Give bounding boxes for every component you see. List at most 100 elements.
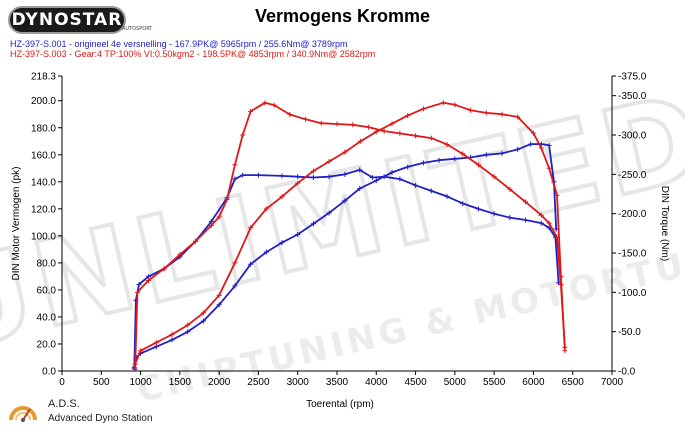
- series-3-point: [232, 260, 238, 266]
- series-3-point: [554, 192, 560, 198]
- series-4-point: [161, 266, 167, 272]
- y2-tick-label: -375.0: [618, 72, 647, 83]
- series-1-point: [248, 261, 254, 267]
- series-3-point: [530, 130, 536, 136]
- series-1-point: [546, 142, 552, 148]
- series-4-point: [224, 197, 230, 203]
- series-4-point: [177, 252, 183, 258]
- series-4-point: [132, 366, 138, 372]
- y2-tick-label: -0.0: [618, 367, 636, 378]
- series-3-point: [538, 145, 544, 151]
- ads-logo-icon: [9, 406, 37, 422]
- x-tick-label: 7000: [601, 377, 624, 388]
- x-tick-label: 4000: [365, 377, 388, 388]
- series-4-point: [262, 100, 268, 106]
- series-4-point: [558, 281, 564, 287]
- series-2-point: [295, 174, 301, 180]
- series-2-point: [475, 206, 481, 212]
- series-2-point: [255, 172, 261, 178]
- y2-tick-label: -250.0: [618, 170, 647, 181]
- series-3-point: [440, 100, 446, 106]
- y-tick-label: 60.0: [37, 285, 57, 296]
- series-3-point: [295, 180, 301, 186]
- x-tick-label: 1000: [129, 377, 152, 388]
- ads-footer: A.D.S. Advanced Dyno Station: [8, 396, 208, 426]
- series-3-point: [358, 138, 364, 144]
- series-2-point: [397, 176, 403, 182]
- series-3-point: [483, 110, 489, 116]
- y-tick-label: 160.0: [31, 150, 56, 161]
- series-2-point: [444, 193, 450, 199]
- series-2-point: [428, 188, 434, 194]
- series-line-3: [134, 101, 566, 365]
- series-2-point: [381, 174, 387, 180]
- x-tick-label: 4500: [404, 377, 427, 388]
- series-1-point: [342, 198, 348, 204]
- series-4-point: [491, 174, 497, 180]
- series-2-point: [460, 200, 466, 206]
- y2-tick-label: -50.0: [618, 327, 641, 338]
- series-1-point: [499, 150, 505, 156]
- series-2-point: [326, 174, 332, 180]
- series-4-point: [523, 199, 529, 205]
- y-tick-label: 218.3: [31, 72, 56, 83]
- run-label-1: HZ-397-S.001 - origineel 4e versnelling …: [10, 39, 348, 49]
- series-1-point: [452, 156, 458, 162]
- series-4-point: [232, 162, 238, 168]
- series-3-point: [342, 149, 348, 155]
- y-tick-label: 100.0: [31, 231, 56, 242]
- series-4-point: [134, 289, 140, 295]
- series-2-point: [369, 174, 375, 180]
- series-1-point: [200, 318, 206, 324]
- y2-tick-label: -100.0: [618, 288, 647, 299]
- y2-axis-label: DIN Torque (Nm): [659, 186, 670, 261]
- x-axis-label: Toerental (rpm): [306, 399, 374, 410]
- y-tick-label: 200.0: [31, 96, 56, 107]
- series-1-point: [279, 240, 285, 246]
- series-1-point: [436, 157, 442, 163]
- series-3-point: [153, 340, 159, 346]
- y-tick-label: 20.0: [37, 339, 57, 350]
- series-3-point: [499, 111, 505, 117]
- series-3-point: [185, 322, 191, 328]
- series-4-point: [334, 121, 340, 127]
- y-tick-label: 40.0: [37, 312, 57, 323]
- series-4-point: [397, 130, 403, 136]
- series-4-point: [444, 141, 450, 147]
- series-4-point: [145, 278, 151, 284]
- series-4-point: [216, 214, 222, 220]
- series-4-point: [208, 222, 214, 228]
- y2-tick-label: -350.0: [618, 91, 647, 102]
- x-tick-label: 2500: [247, 377, 270, 388]
- x-tick-label: 6000: [522, 377, 545, 388]
- series-4-point: [303, 116, 309, 122]
- logo-subtitle: AUTOSPORT: [122, 26, 153, 32]
- series-3-point: [263, 206, 269, 212]
- series-4-point: [240, 132, 246, 138]
- series-1-point: [420, 160, 426, 166]
- x-tick-label: 1500: [169, 377, 192, 388]
- series-4-point: [554, 234, 560, 240]
- series-4-point: [365, 124, 371, 130]
- series-4-point: [507, 186, 513, 192]
- series-2-point: [538, 220, 544, 226]
- series-2-point: [413, 182, 419, 188]
- series-3-point: [200, 310, 206, 316]
- x-tick-label: 5000: [444, 377, 467, 388]
- series-4-point: [350, 122, 356, 128]
- x-tick-label: 500: [93, 377, 110, 388]
- series-3-point: [389, 121, 395, 127]
- series-1-point: [185, 329, 191, 335]
- series-3-point: [420, 106, 426, 112]
- series-3-point: [546, 165, 552, 171]
- y-tick-label: 80.0: [37, 258, 57, 269]
- series-1-point: [216, 302, 222, 308]
- series-1-point: [357, 186, 363, 192]
- series-1-point: [263, 249, 269, 255]
- series-3-point: [248, 225, 254, 231]
- series-1-point: [326, 210, 332, 216]
- series-1-point: [310, 221, 316, 227]
- series-1-point: [515, 146, 521, 152]
- series-line-1: [133, 143, 558, 369]
